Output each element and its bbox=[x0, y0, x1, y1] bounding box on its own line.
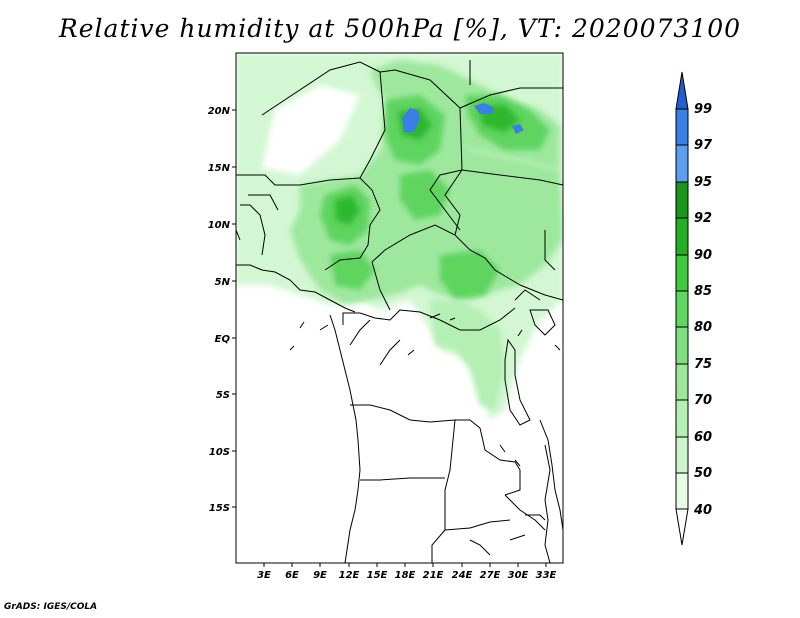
colorbar-label: 70 bbox=[694, 393, 712, 408]
lon-label: 3E bbox=[257, 570, 271, 581]
colorbar-label: 90 bbox=[694, 248, 712, 263]
lat-label: EQ bbox=[215, 334, 231, 345]
lat-label: 10S bbox=[209, 447, 230, 458]
colorbar-swatch bbox=[675, 108, 689, 146]
grads-credit: GrADS: IGES/COLA bbox=[4, 602, 98, 612]
saturated-area bbox=[402, 108, 420, 132]
colorbar-swatch bbox=[675, 217, 689, 256]
colorbar-swatch bbox=[675, 399, 689, 438]
colorbar-label: 99 bbox=[694, 102, 712, 117]
colorbar-label: 80 bbox=[694, 320, 712, 335]
saturated-area bbox=[474, 103, 494, 114]
lon-label: 15E bbox=[367, 570, 388, 581]
colorbar-swatch bbox=[675, 472, 689, 510]
lon-label: 21E bbox=[423, 570, 444, 581]
map-title: Relative humidity at 500hPa [%], VT: 202… bbox=[58, 14, 742, 43]
lat-label: 15N bbox=[208, 163, 231, 174]
lon-label: 9E bbox=[313, 570, 327, 581]
colorbar-lower-arrow bbox=[675, 508, 689, 546]
lat-label: 5S bbox=[216, 390, 230, 401]
colorbar-swatch bbox=[675, 326, 689, 365]
lat-label: 5N bbox=[215, 277, 231, 288]
lat-label: 10N bbox=[208, 220, 231, 231]
colorbar-swatch bbox=[675, 290, 689, 328]
lon-label: 18E bbox=[395, 570, 416, 581]
colorbar-swatch bbox=[675, 436, 689, 474]
humidity-area-south bbox=[430, 300, 505, 410]
humidity-area-strong bbox=[400, 170, 450, 220]
lon-label: 33E bbox=[536, 570, 557, 581]
lon-label: 27E bbox=[480, 570, 501, 581]
map-frame bbox=[235, 52, 564, 564]
latitude-axis: 20N 15N 10N 5N EQ 5S 10S 15S bbox=[208, 106, 236, 514]
colorbar-label: 97 bbox=[694, 138, 713, 153]
colorbar-upper-arrow bbox=[675, 71, 689, 110]
colorbar-swatch bbox=[675, 181, 689, 219]
colorbar-label: 40 bbox=[693, 503, 712, 518]
colorbar-label: 50 bbox=[694, 466, 712, 481]
longitude-axis: 3E 6E 9E 12E 15E 18E 21E 24E 27E 30E 33E bbox=[257, 563, 557, 581]
colorbar-label: 75 bbox=[694, 357, 712, 372]
humidity-area-strong bbox=[440, 250, 500, 300]
colorbar-swatch bbox=[675, 363, 689, 401]
colorbar-label: 85 bbox=[694, 284, 712, 299]
colorbar-swatch bbox=[675, 144, 689, 183]
humidity-field bbox=[236, 53, 563, 563]
lon-label: 12E bbox=[339, 570, 360, 581]
colorbar-label: 92 bbox=[694, 211, 712, 226]
colorbar-label: 60 bbox=[694, 430, 712, 445]
colorbar: 40 50 60 70 75 80 85 90 92 95 97 99 bbox=[675, 71, 713, 546]
lon-label: 24E bbox=[452, 570, 473, 581]
lon-label: 30E bbox=[508, 570, 529, 581]
colorbar-swatch bbox=[675, 254, 689, 292]
lat-label: 20N bbox=[208, 106, 231, 117]
humidity-area-deep bbox=[335, 195, 360, 225]
dry-area bbox=[262, 85, 360, 175]
country-borders bbox=[236, 60, 563, 563]
saturated-area bbox=[512, 124, 524, 134]
lon-label: 6E bbox=[285, 570, 299, 581]
lat-label: 15S bbox=[209, 503, 230, 514]
colorbar-label: 95 bbox=[694, 175, 712, 190]
